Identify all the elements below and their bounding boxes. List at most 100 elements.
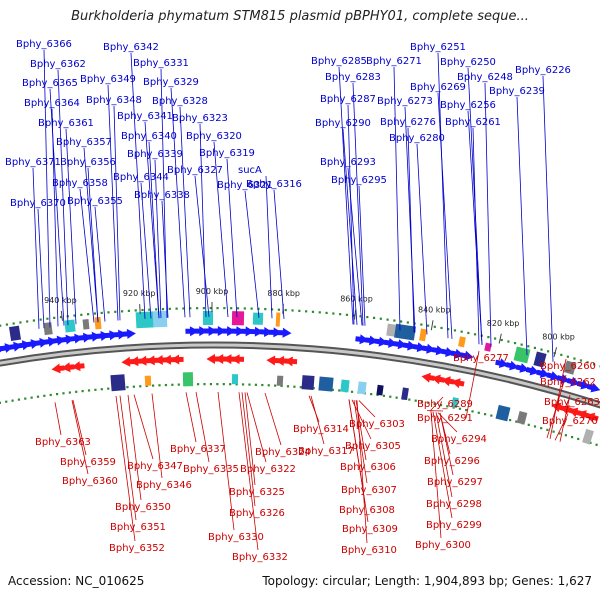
outer-guide-dot: [514, 342, 516, 344]
inner-guide-dot: [534, 425, 536, 427]
forward-gene-label: Bphy_6342: [103, 42, 159, 53]
forward-gene-label: Bphy_6295: [331, 175, 387, 186]
forward-gene-label: Bphy_6319: [199, 148, 255, 159]
inner-guide-dot: [94, 389, 96, 391]
inner-guide-dot: [261, 384, 263, 386]
outer-guide-dot: [121, 310, 123, 312]
reverse-gene-label: Bphy_6277: [453, 353, 509, 364]
outer-guide-dot: [230, 307, 232, 309]
forward-gene-label: Bphy_6261: [445, 117, 501, 128]
reverse-gene-label: Bphy_6262: [540, 377, 596, 388]
outer-guide-dot: [366, 316, 368, 318]
forward-feature-block: [64, 319, 75, 332]
outer-guide-dot: [454, 329, 456, 331]
outer-guide-dot: [547, 350, 549, 352]
outer-guide-dot: [501, 339, 503, 341]
reverse-gene-label: Bphy_6335: [183, 464, 239, 475]
inner-guide-dot: [50, 394, 52, 396]
reverse-gene-label: Bphy_6291: [417, 413, 473, 424]
inner-guide-dot: [126, 386, 128, 388]
gene-leader-line: [359, 401, 375, 417]
outer-guide-dot: [128, 310, 130, 312]
reverse-gene-label: Bphy_6325: [229, 487, 285, 498]
gene-leader-line: [311, 396, 324, 444]
outer-guide-dot: [278, 309, 280, 311]
outer-guide-dot: [210, 307, 212, 309]
reverse-gene-label: Bphy_6310: [341, 545, 397, 556]
inner-guide-dot: [540, 427, 542, 429]
accession-text: Accession: NC_010625: [8, 574, 144, 588]
inner-guide-dot: [0, 402, 1, 404]
outer-guide-dot: [46, 318, 48, 320]
reverse-gene-label: Bphy_6306: [340, 462, 396, 473]
inner-guide-dot: [383, 395, 385, 397]
outer-guide-dot: [440, 327, 442, 329]
outer-guide-dot: [521, 344, 523, 346]
gene-leader-line: [186, 392, 196, 442]
inner-guide-dot: [577, 438, 579, 440]
inner-guide-dot: [351, 391, 353, 393]
outer-guide-dot: [176, 308, 178, 310]
outer-guide-dot: [494, 337, 496, 339]
inner-guide-dot: [546, 429, 548, 431]
outer-guide-dot: [6, 323, 8, 325]
inner-guide-dot: [338, 389, 340, 391]
forward-gene-label: Bphy_6331: [133, 58, 189, 69]
forward-gene-label: Bphy_6357: [56, 137, 112, 148]
inner-guide-dot: [490, 414, 492, 416]
inner-guide-dot: [370, 393, 372, 395]
inner-guide-dot: [62, 392, 64, 394]
outer-guide-dot: [26, 320, 28, 322]
reverse-feature-block: [357, 381, 366, 394]
reverse-gene-label: Bphy_6294: [431, 434, 487, 445]
outer-guide-dot: [319, 311, 321, 313]
page-title: Burkholderia phymatum STM815 plasmid pBP…: [0, 9, 600, 24]
reverse-feature-block: [301, 375, 314, 390]
outer-guide-dot: [135, 309, 137, 311]
forward-gene-label: Bphy_6285: [311, 56, 367, 67]
inner-guide-dot: [203, 383, 205, 385]
outer-guide-dot: [567, 356, 569, 358]
reverse-feature-block: [376, 385, 383, 396]
forward-gene-label: Bphy_6287: [320, 94, 376, 105]
inner-guide-dot: [43, 395, 45, 397]
forward-gene-label: Bphy_6344: [113, 172, 169, 183]
inner-guide-dot: [242, 383, 244, 385]
reverse-feature-block: [145, 376, 152, 386]
reverse-feature-block: [340, 380, 349, 393]
reverse-gene-label: Bphy_6337: [170, 444, 226, 455]
outer-guide-dot: [107, 311, 109, 313]
forward-feature-block: [419, 328, 427, 341]
gene-leader-line: [468, 111, 482, 345]
forward-gene-label: Bphy_6251: [410, 42, 466, 53]
reverse-gene-label: Bphy_6360: [62, 476, 118, 487]
outer-guide-dot: [237, 307, 239, 309]
reverse-gene-label: Bphy_6289: [417, 399, 473, 410]
forward-feature-block: [43, 322, 52, 335]
gene-leader-line: [218, 392, 234, 530]
gene-leader-line: [44, 50, 50, 327]
reverse-gene-label: Bphy_6352: [109, 543, 165, 554]
inner-guide-dot: [478, 412, 480, 414]
outer-guide-dot: [393, 319, 395, 321]
gene-leader-line: [309, 396, 319, 422]
forward-gene-label: Bphy_6329: [143, 77, 199, 88]
reverse-gene-label: Bphy_6299: [426, 520, 482, 531]
gene-leader-line: [517, 97, 527, 355]
inner-guide-dot: [571, 436, 573, 438]
outer-guide-dot: [155, 308, 157, 310]
forward-gene-label: Bphy_6248: [457, 72, 513, 83]
gene-leader-line: [141, 183, 151, 319]
outer-guide-dot: [114, 311, 116, 313]
reverse-feature-block: [232, 374, 238, 384]
forward-gene-label: Bphy_6338: [134, 190, 190, 201]
gene-leader-line: [245, 191, 259, 318]
reverse-gene-label: Bphy_6297: [427, 477, 483, 488]
forward-feature-block: [203, 311, 213, 325]
gene-leader-line: [88, 168, 98, 322]
forward-gene-label: Bphy_6328: [152, 96, 208, 107]
forward-feature-block: [394, 324, 416, 341]
outer-guide-dot: [19, 321, 21, 323]
inner-guide-dot: [197, 383, 199, 385]
